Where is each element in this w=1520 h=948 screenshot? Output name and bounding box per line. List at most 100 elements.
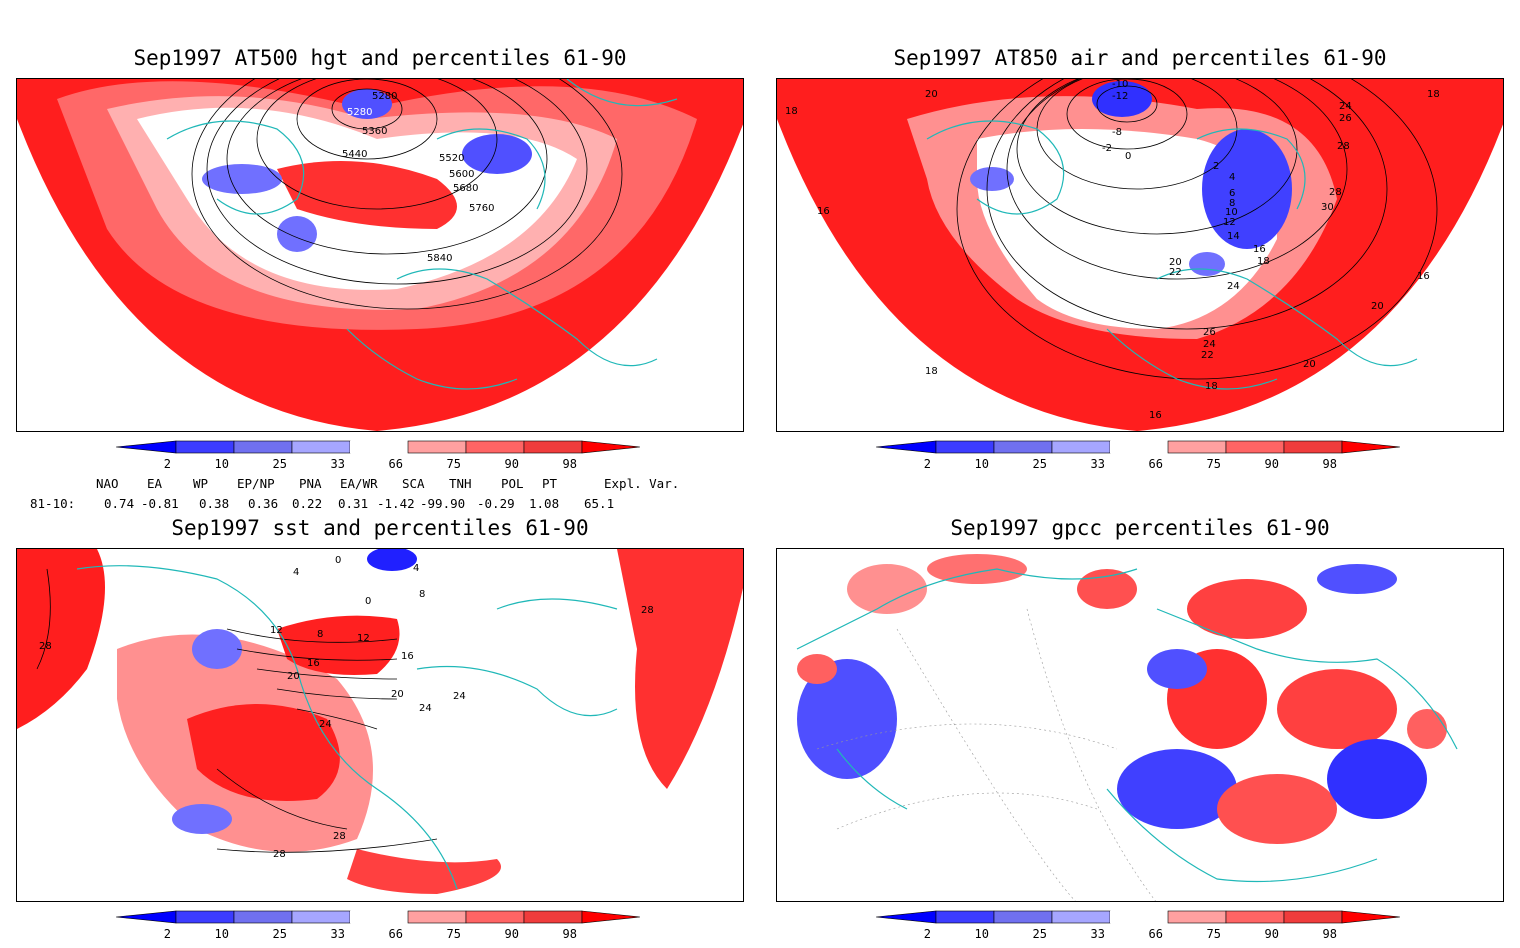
colorbar-segment [581, 440, 641, 454]
index-header: PNA [299, 476, 322, 491]
colorbar-tick-label: 98 [1323, 927, 1337, 941]
contour-label: 24 [419, 703, 432, 714]
contour-label: 30 [1321, 202, 1334, 213]
contour-label: 4 [413, 563, 419, 574]
contour-label: 16 [1149, 410, 1162, 421]
contour-label: 5680 [453, 183, 478, 194]
colorbar-segment [875, 440, 937, 454]
index-header: EP/NP [237, 476, 275, 491]
contour-label: -12 [1112, 91, 1128, 102]
contour-label: 12 [270, 625, 283, 636]
panel-title-air: Sep1997 AT850 air and percentiles 61-90 [893, 46, 1387, 70]
colorbar-segment [993, 440, 1053, 454]
shade-blue-4 [277, 216, 317, 252]
shade-blue-sw [172, 804, 232, 834]
contour-label: 12 [1223, 217, 1236, 228]
index-value: 0.22 [292, 496, 323, 511]
colorbar-segment [1341, 910, 1401, 924]
colorbar-segment [1225, 910, 1285, 924]
colorbar-tick-label: 2 [924, 457, 931, 471]
colorbar-tick-label: 66 [389, 927, 403, 941]
map-air: 18 16 20 18 -10 -12 -8 -2 0 2 4 6 8 10 1… [777, 79, 1503, 431]
colorbar-tick-label: 33 [1091, 457, 1105, 471]
colorbar-segment [1167, 440, 1227, 454]
contour-label: 24 [453, 691, 466, 702]
colorbar-tick-label: 10 [215, 457, 229, 471]
shade-red-core [277, 161, 457, 229]
colorbar-segment [175, 910, 235, 924]
colorbar-tick-label: 25 [273, 457, 287, 471]
colorbar-tick-label: 90 [1265, 457, 1279, 471]
contour-label: 5600 [449, 169, 474, 180]
colorbar-tick-label: 10 [215, 927, 229, 941]
index-value: 0.74 [104, 496, 135, 511]
colorbar-segment [523, 440, 583, 454]
contour-label: 16 [1417, 271, 1430, 282]
colorbar-segment [993, 910, 1053, 924]
colorbar-segment [1341, 440, 1401, 454]
colorbar-tick-label: 25 [273, 927, 287, 941]
colorbar-tick-label: 66 [1149, 457, 1163, 471]
contour-label: 5280 [347, 107, 372, 118]
colorbar-segment [350, 441, 408, 453]
shade-blue-main [1202, 129, 1292, 249]
shade-blue-2 [462, 134, 532, 174]
colorbar-svg: 2 10 25 33 66 75 90 98 [875, 910, 1401, 941]
contour-label: 5440 [342, 149, 367, 160]
colorbar-tick-label: 75 [1207, 457, 1221, 471]
index-value: -99.90 [420, 496, 466, 511]
colorbar-segment [233, 910, 293, 924]
contour-label: 5760 [469, 203, 494, 214]
colorbar-segment [1167, 910, 1227, 924]
contour-label: 16 [401, 651, 414, 662]
colorbar-tick-label: 98 [563, 457, 577, 471]
contours-hgt [191, 79, 623, 310]
colorbar-tick-label: 75 [447, 927, 461, 941]
map-hgt: 5280 5280 5360 5440 5520 5600 5680 5760 … [17, 79, 743, 431]
shade-white [977, 129, 1277, 329]
colorbar-segment [291, 440, 351, 454]
index-value: -0.81 [141, 496, 179, 511]
index-header: EA [147, 476, 163, 491]
contour-label: 16 [1253, 244, 1266, 255]
colorbar-tick-label: 90 [1265, 927, 1279, 941]
index-value: 0.36 [248, 496, 279, 511]
panel-title-gpcc: Sep1997 gpcc percentiles 61-90 [950, 516, 1330, 540]
index-value: 0.38 [199, 496, 230, 511]
contour-label: 4 [1229, 172, 1235, 183]
colorbar-top-left: 2 10 25 33 66 75 90 98 [115, 438, 646, 474]
contour-label: 6 [1229, 188, 1235, 199]
contour-label: 18 [925, 366, 938, 377]
colorbar-segment [1283, 440, 1343, 454]
coastlines-hgt [166, 79, 678, 390]
shade-blue-north [367, 549, 417, 571]
colorbar-tick-label: 10 [975, 457, 989, 471]
index-value: -0.29 [477, 496, 515, 511]
contour-label: -2 [1102, 143, 1112, 154]
shade-blue-nw [192, 629, 242, 669]
colorbar-segment [1051, 910, 1111, 924]
colorbar-tick-label: 66 [1149, 927, 1163, 941]
contour-labels-hgt: 5280 5280 5360 5440 5520 5600 5680 5760 … [342, 91, 494, 264]
contour-labels-air: 18 16 20 18 -10 -12 -8 -2 0 2 4 6 8 10 1… [785, 79, 1440, 421]
contour-labels-sst: 28 28 12 16 8 12 20 24 24 20 16 24 28 28… [39, 555, 654, 860]
colorbar-tick-label: 10 [975, 927, 989, 941]
contour-label: 24 [1203, 339, 1216, 350]
contour-label: 12 [357, 633, 370, 644]
index-value: 65.1 [584, 496, 615, 511]
index-row-label: 81-10: [30, 496, 76, 511]
map-panel-sst: 28 28 12 16 8 12 20 24 24 20 16 24 28 28… [16, 548, 744, 902]
map-panel-gpcc [776, 548, 1504, 902]
colorbar-segment [115, 440, 177, 454]
contour-label: 20 [287, 671, 300, 682]
colorbar-tick-label: 66 [389, 457, 403, 471]
coastlines-air [926, 120, 1418, 390]
index-header: EA/WR [340, 476, 378, 491]
colorbar-tick-label: 33 [331, 457, 345, 471]
precip-percentile-blobs [797, 554, 1447, 844]
colorbar-tick-label: 2 [164, 457, 171, 471]
colorbar-segment [175, 440, 235, 454]
colorbar-segment [1225, 440, 1285, 454]
colorbar-svg: 2 10 25 33 66 75 90 98 [875, 440, 1401, 471]
contour-label: 2 [1213, 161, 1219, 172]
